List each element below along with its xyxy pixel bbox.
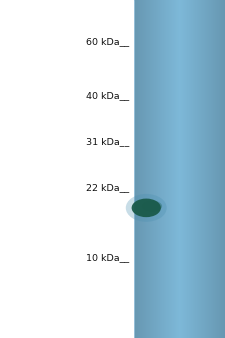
Bar: [137, 0, 138, 338]
Ellipse shape: [126, 194, 167, 222]
Ellipse shape: [142, 201, 162, 212]
Bar: [173, 0, 174, 338]
Bar: [141, 0, 142, 338]
Bar: [148, 0, 149, 338]
Bar: [183, 0, 184, 338]
Bar: [190, 0, 191, 338]
Text: 40 kDa__: 40 kDa__: [86, 92, 129, 100]
Bar: [169, 0, 170, 338]
Bar: [179, 0, 180, 338]
Bar: [136, 0, 137, 338]
Bar: [178, 0, 179, 338]
Bar: [138, 0, 139, 338]
Text: 31 kDa__: 31 kDa__: [86, 138, 129, 146]
Bar: [189, 0, 190, 338]
Bar: [170, 0, 171, 338]
Bar: [158, 0, 159, 338]
Bar: [161, 0, 162, 338]
Bar: [199, 0, 200, 338]
Bar: [175, 0, 176, 338]
Bar: [224, 0, 225, 338]
Bar: [193, 0, 194, 338]
Bar: [184, 0, 185, 338]
Bar: [210, 0, 211, 338]
Bar: [206, 0, 207, 338]
Bar: [145, 0, 146, 338]
Bar: [174, 0, 175, 338]
Bar: [220, 0, 221, 338]
Bar: [212, 0, 213, 338]
Bar: [139, 0, 140, 338]
Bar: [166, 0, 167, 338]
Bar: [209, 0, 210, 338]
Bar: [163, 0, 164, 338]
Bar: [207, 0, 208, 338]
Bar: [171, 0, 172, 338]
Bar: [192, 0, 193, 338]
Bar: [215, 0, 216, 338]
Bar: [201, 0, 202, 338]
Bar: [195, 0, 196, 338]
Bar: [222, 0, 223, 338]
Bar: [208, 0, 209, 338]
Bar: [218, 0, 219, 338]
Bar: [181, 0, 182, 338]
Bar: [216, 0, 217, 338]
Bar: [197, 0, 198, 338]
Bar: [151, 0, 152, 338]
Bar: [185, 0, 186, 338]
Bar: [214, 0, 215, 338]
Bar: [202, 0, 203, 338]
Text: 22 kDa__: 22 kDa__: [86, 184, 129, 192]
Bar: [213, 0, 214, 338]
Bar: [194, 0, 195, 338]
Bar: [204, 0, 205, 338]
Bar: [165, 0, 166, 338]
Bar: [144, 0, 145, 338]
Bar: [134, 0, 135, 338]
Bar: [134, 0, 225, 338]
Bar: [188, 0, 189, 338]
Bar: [149, 0, 150, 338]
Bar: [198, 0, 199, 338]
Ellipse shape: [132, 199, 161, 217]
Bar: [191, 0, 192, 338]
Bar: [143, 0, 144, 338]
Bar: [176, 0, 177, 338]
Bar: [159, 0, 160, 338]
Bar: [160, 0, 161, 338]
Bar: [217, 0, 218, 338]
Bar: [155, 0, 156, 338]
Bar: [156, 0, 157, 338]
Bar: [168, 0, 169, 338]
Bar: [153, 0, 154, 338]
Bar: [140, 0, 141, 338]
Bar: [203, 0, 204, 338]
Bar: [150, 0, 151, 338]
Bar: [154, 0, 155, 338]
Bar: [186, 0, 187, 338]
Bar: [162, 0, 163, 338]
Bar: [167, 0, 168, 338]
Bar: [205, 0, 206, 338]
Bar: [172, 0, 173, 338]
Bar: [146, 0, 147, 338]
Bar: [182, 0, 183, 338]
Bar: [200, 0, 201, 338]
Bar: [221, 0, 222, 338]
Bar: [177, 0, 178, 338]
Text: 60 kDa__: 60 kDa__: [86, 38, 129, 46]
Bar: [152, 0, 153, 338]
Bar: [147, 0, 148, 338]
Bar: [187, 0, 188, 338]
Bar: [196, 0, 197, 338]
Bar: [219, 0, 220, 338]
Bar: [135, 0, 136, 338]
Bar: [223, 0, 224, 338]
Bar: [142, 0, 143, 338]
Bar: [164, 0, 165, 338]
Bar: [180, 0, 181, 338]
Text: 10 kDa__: 10 kDa__: [86, 254, 129, 262]
